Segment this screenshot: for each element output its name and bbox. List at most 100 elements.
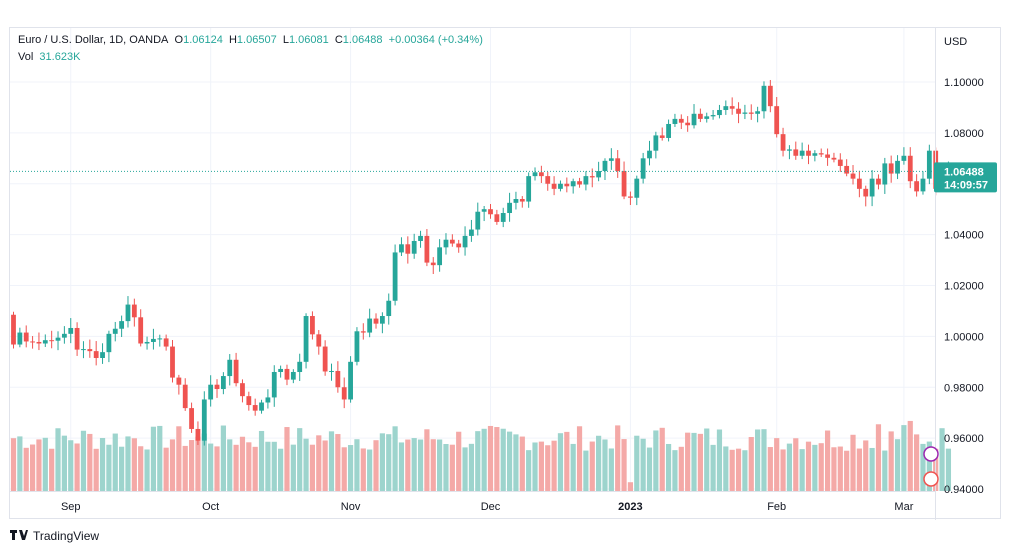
candle-body[interactable] (640, 158, 646, 179)
candle-body[interactable] (278, 368, 284, 372)
candle-body[interactable] (583, 176, 589, 185)
candle-body[interactable] (577, 181, 582, 185)
footer[interactable]: TradingView (10, 529, 99, 543)
candle-body[interactable] (774, 106, 780, 135)
candle-body[interactable] (30, 341, 35, 343)
candle-body[interactable] (729, 106, 735, 109)
candle-body[interactable] (748, 112, 754, 114)
candle-body[interactable] (926, 150, 932, 179)
candle-body[interactable] (138, 317, 144, 344)
candle-body[interactable] (850, 173, 856, 179)
candle-body[interactable] (348, 361, 353, 400)
candle-body[interactable] (895, 160, 900, 174)
candle-body[interactable] (68, 327, 74, 334)
event-dividend-icon[interactable] (923, 446, 939, 462)
candle-body[interactable] (628, 196, 633, 198)
candle-body[interactable] (151, 338, 156, 342)
candle-body[interactable] (195, 428, 201, 441)
candle-body[interactable] (812, 153, 818, 156)
candle-body[interactable] (704, 116, 710, 119)
candle-body[interactable] (462, 235, 468, 248)
candle-body[interactable] (182, 384, 188, 409)
candle-body[interactable] (106, 333, 112, 353)
candle-body[interactable] (131, 304, 137, 318)
candle-body[interactable] (837, 159, 843, 166)
candle-body[interactable] (112, 328, 118, 334)
candle-body[interactable] (119, 321, 125, 329)
candle-body[interactable] (456, 243, 462, 248)
candle-body[interactable] (831, 157, 837, 160)
candle-body[interactable] (736, 108, 741, 114)
candle-body[interactable] (672, 118, 678, 124)
candle-body[interactable] (653, 135, 659, 151)
candle-body[interactable] (602, 160, 608, 172)
candle-body[interactable] (17, 332, 23, 345)
candle-body[interactable] (469, 229, 474, 236)
candle-body[interactable] (87, 349, 93, 352)
candle-body[interactable] (678, 118, 684, 123)
candle-body[interactable] (208, 384, 214, 400)
candle-body[interactable] (265, 397, 271, 403)
candle-body[interactable] (659, 135, 665, 138)
candle-body[interactable] (507, 202, 512, 214)
candle-body[interactable] (379, 316, 385, 324)
candle-body[interactable] (615, 158, 621, 172)
candle-body[interactable] (373, 318, 379, 324)
candle-body[interactable] (818, 153, 824, 155)
candle-body[interactable] (443, 239, 449, 248)
candle-body[interactable] (755, 111, 761, 114)
candle-body[interactable] (513, 199, 519, 203)
candle-body[interactable] (723, 106, 729, 110)
candle-body[interactable] (125, 304, 131, 322)
candle-body[interactable] (742, 112, 748, 114)
candle-body[interactable] (100, 352, 105, 358)
candle-body[interactable] (424, 235, 430, 263)
candle-body[interactable] (475, 211, 481, 230)
candle-body[interactable] (901, 155, 907, 161)
candle-body[interactable] (691, 113, 697, 126)
candle-body[interactable] (55, 337, 61, 341)
candle-body[interactable] (564, 183, 570, 187)
candle-body[interactable] (697, 113, 703, 119)
candle-body[interactable] (449, 239, 455, 244)
candle-body[interactable] (430, 262, 436, 266)
candle-body[interactable] (341, 387, 347, 400)
candle-body[interactable] (246, 396, 252, 406)
candle-body[interactable] (596, 171, 602, 178)
candle-body[interactable] (367, 318, 373, 333)
candle-body[interactable] (284, 368, 290, 380)
candle-body[interactable] (500, 213, 506, 222)
candle-body[interactable] (621, 171, 627, 197)
candle-body[interactable] (259, 402, 264, 411)
candle-body[interactable] (907, 155, 913, 182)
candle-body[interactable] (405, 244, 411, 254)
candle-body[interactable] (920, 178, 926, 192)
candle-body[interactable] (399, 244, 404, 253)
candle-body[interactable] (825, 154, 830, 158)
candle-body[interactable] (647, 150, 652, 159)
candle-body[interactable] (354, 331, 360, 362)
candle-body[interactable] (316, 334, 322, 347)
candle-body[interactable] (882, 163, 888, 185)
candle-body[interactable] (558, 183, 563, 189)
candle-body[interactable] (81, 349, 86, 351)
candle-body[interactable] (551, 183, 557, 189)
candle-body[interactable] (418, 235, 423, 241)
candle-body[interactable] (310, 316, 315, 335)
candle-body[interactable] (240, 383, 245, 397)
candle-body[interactable] (335, 370, 341, 388)
candle-body[interactable] (36, 341, 42, 344)
candle-body[interactable] (411, 240, 417, 254)
candle-body[interactable] (271, 371, 277, 398)
candle-body[interactable] (545, 176, 551, 184)
candle-body[interactable] (220, 376, 226, 390)
candle-body[interactable] (767, 85, 773, 107)
candle-body[interactable] (176, 377, 182, 385)
candle-body[interactable] (589, 176, 595, 178)
candle-body[interactable] (685, 122, 691, 126)
candle-body[interactable] (666, 123, 671, 138)
candle-body[interactable] (488, 209, 493, 215)
candle-body[interactable] (437, 247, 443, 266)
candle-body[interactable] (157, 338, 163, 340)
candle-body[interactable] (233, 359, 239, 384)
